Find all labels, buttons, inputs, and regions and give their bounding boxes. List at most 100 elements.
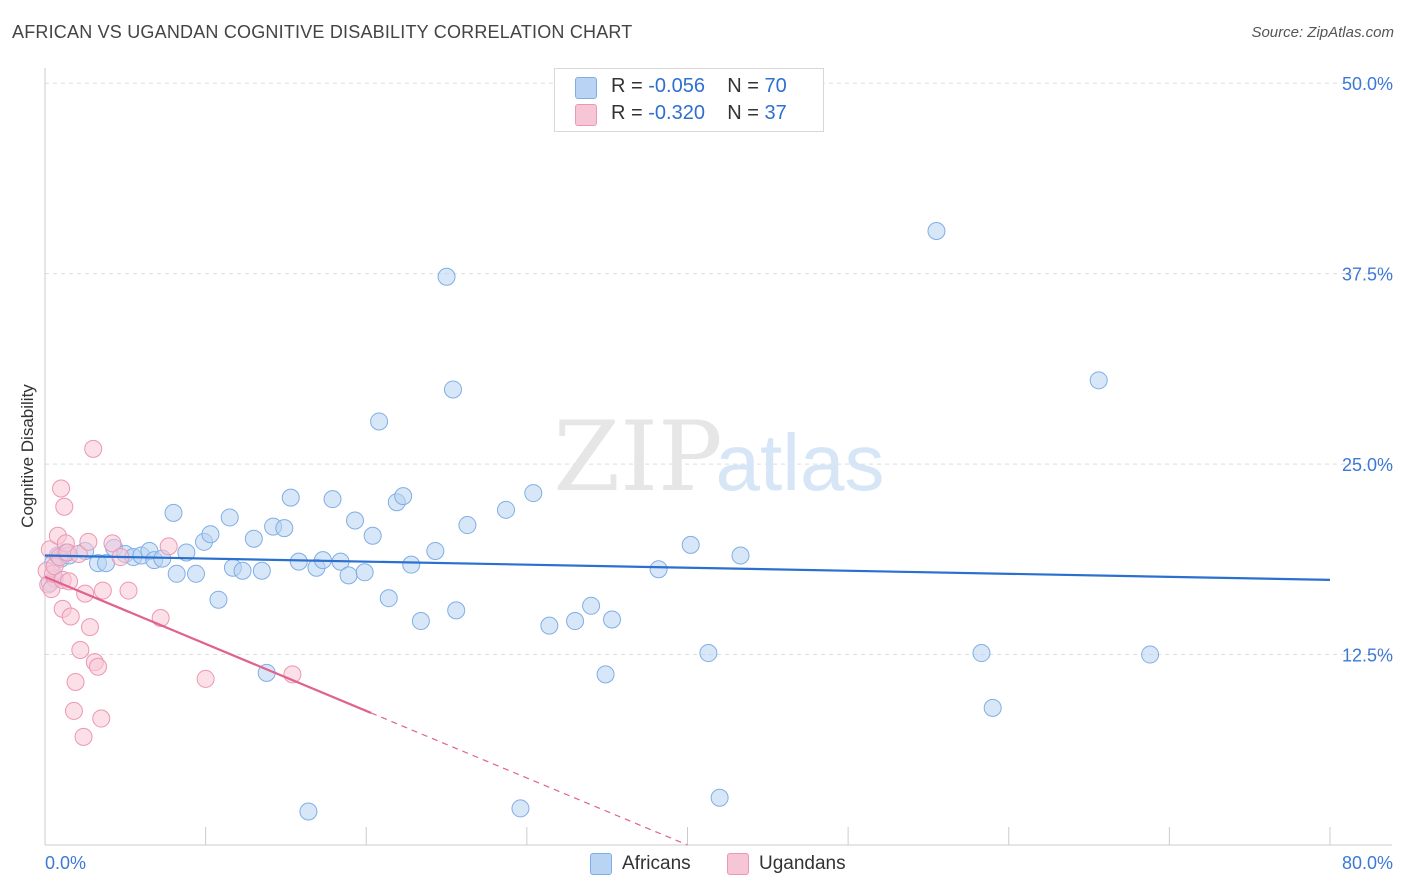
- ugandan-point: [52, 479, 71, 498]
- watermark-zip: ZIP: [553, 401, 722, 513]
- legend-n-label: N =: [727, 75, 759, 97]
- watermark: ZIP atlas: [553, 401, 884, 513]
- ugandan-point: [159, 537, 178, 556]
- african-point: [437, 267, 456, 286]
- african-point: [233, 561, 252, 580]
- ugandan-point: [74, 727, 93, 746]
- ugandan-point: [61, 607, 80, 626]
- ugandan-point: [69, 545, 88, 564]
- legend-r-value: -0.056: [648, 75, 705, 97]
- african-point: [299, 802, 318, 821]
- african-point: [339, 566, 358, 585]
- source-label: Source: ZipAtlas.com: [1251, 24, 1394, 41]
- y-tick-label: 12.5%: [1342, 646, 1393, 666]
- african-point: [582, 596, 601, 615]
- african-point: [411, 612, 430, 631]
- ugandan-point: [71, 640, 90, 659]
- data-points: [37, 222, 1160, 821]
- x-tick-label: 0.0%: [45, 853, 86, 873]
- african-point: [524, 484, 543, 503]
- african-point: [394, 487, 413, 506]
- y-axis-label: Cognitive Disability: [18, 384, 37, 528]
- african-point: [972, 644, 991, 663]
- african-point: [323, 490, 342, 509]
- bottom-legend-swatch-ugandans: [727, 853, 749, 875]
- legend-text-africans: R = -0.056 N = 70: [611, 75, 787, 98]
- chart-title: AFRICAN VS UGANDAN COGNITIVE DISABILITY …: [12, 22, 633, 42]
- ugandans-trend-line: [44, 575, 372, 714]
- ugandan-point: [92, 709, 111, 728]
- legend-swatch-africans: [575, 77, 597, 99]
- ugandan-point: [84, 439, 103, 458]
- african-point: [289, 552, 308, 571]
- african-point: [458, 516, 477, 535]
- legend-r-label: R =: [611, 75, 643, 97]
- ugandans-trend-extension: [370, 712, 688, 846]
- bottom-legend-label-africans: Africans: [622, 853, 691, 874]
- african-point: [426, 541, 445, 560]
- legend-text-ugandans: R = -0.320 N = 37: [611, 102, 787, 125]
- african-point: [649, 560, 668, 579]
- africans-trend-line: [44, 554, 1331, 582]
- african-point: [275, 519, 294, 538]
- african-point: [370, 412, 389, 431]
- african-point: [983, 698, 1002, 717]
- legend-n-value: 37: [764, 102, 787, 124]
- grid-lines: [45, 82, 1392, 656]
- legend-r-value: -0.320: [648, 102, 705, 124]
- african-point: [355, 563, 374, 582]
- african-point: [220, 508, 239, 527]
- x-tick-label: 80.0%: [1342, 853, 1393, 873]
- ugandan-point: [196, 669, 215, 688]
- african-point: [244, 529, 263, 548]
- y-tick-label: 37.5%: [1342, 265, 1393, 285]
- ugandan-point: [79, 532, 98, 551]
- bottom-legend-swatch-africans: [590, 853, 612, 875]
- african-point: [201, 525, 220, 544]
- ugandan-point: [89, 657, 108, 676]
- african-point: [540, 616, 559, 635]
- african-point: [511, 799, 530, 818]
- african-point: [443, 380, 462, 399]
- ugandan-point: [55, 497, 74, 516]
- african-point: [1141, 645, 1160, 664]
- watermark-atlas: atlas: [716, 418, 885, 507]
- y-tick-label: 25.0%: [1342, 455, 1393, 475]
- african-point: [603, 610, 622, 629]
- african-point: [209, 590, 228, 609]
- african-point: [281, 488, 300, 507]
- african-point: [1089, 371, 1108, 390]
- african-point: [710, 788, 729, 807]
- ugandan-point: [66, 672, 85, 691]
- african-point: [496, 500, 515, 519]
- ugandan-point: [80, 618, 99, 637]
- trend-lines: [44, 554, 1331, 846]
- african-point: [402, 555, 421, 574]
- african-point: [379, 589, 398, 608]
- african-point: [681, 535, 700, 554]
- african-point: [252, 561, 271, 580]
- bottom-legend: Africans Ugandans: [0, 852, 1406, 880]
- legend-n-value: 70: [764, 75, 787, 97]
- african-point: [177, 543, 196, 562]
- african-point: [167, 564, 186, 583]
- african-point: [699, 644, 718, 663]
- ugandan-point: [93, 581, 112, 600]
- bottom-legend-label-ugandans: Ugandans: [759, 853, 846, 874]
- legend-n-label: N =: [727, 102, 759, 124]
- african-point: [164, 503, 183, 522]
- legend-swatch-ugandans: [575, 104, 597, 126]
- african-point: [596, 665, 615, 684]
- ugandan-point: [64, 701, 83, 720]
- axes: [44, 68, 1392, 846]
- african-point: [927, 222, 946, 241]
- legend-r-label: R =: [611, 102, 643, 124]
- y-tick-label: 50.0%: [1342, 74, 1393, 94]
- ugandan-point: [103, 534, 122, 553]
- african-point: [447, 601, 466, 620]
- african-point: [566, 612, 585, 631]
- tick-labels: 12.5% 25.0% 37.5% 50.0% 0.0% 80.0%: [45, 74, 1393, 873]
- african-point: [363, 526, 382, 545]
- african-point: [346, 511, 365, 530]
